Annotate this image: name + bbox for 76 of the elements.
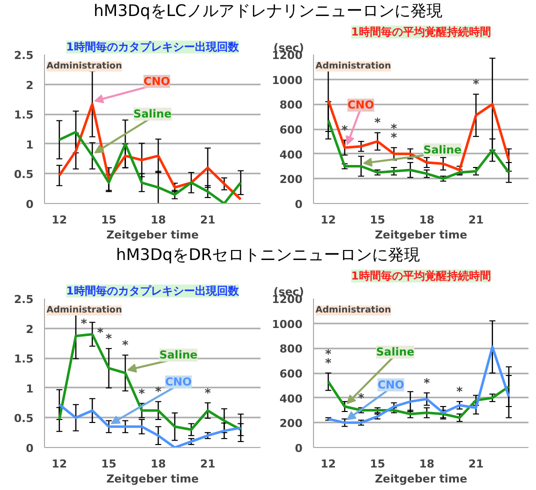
x-axis-title: Zeitgeber time xyxy=(106,472,199,486)
annotation: * xyxy=(325,356,332,370)
annotation: * xyxy=(358,390,365,405)
x-tick-label: 12 xyxy=(52,458,67,470)
x-tick-label: 21 xyxy=(468,458,484,470)
y-tick-label: 600 xyxy=(280,368,303,380)
x-tick-label: 18 xyxy=(419,214,434,226)
text: CNO xyxy=(165,375,192,388)
y-tick-label: 400 xyxy=(280,148,303,162)
x-tick-label: 21 xyxy=(200,214,216,226)
text: Saline xyxy=(376,346,414,359)
x-tick-label: 15 xyxy=(370,458,386,470)
annotation: * xyxy=(97,325,104,340)
text: Saline xyxy=(133,108,172,121)
y-tick-label: 0 xyxy=(26,442,34,455)
series-label: CNO xyxy=(347,98,374,112)
chart-subtitle: 1時間毎のカタプレキシー出現回数 xyxy=(66,284,240,298)
y-tick-label: 1 xyxy=(26,382,34,396)
y-tick-label: 200 xyxy=(280,417,303,430)
text: CNO xyxy=(144,74,170,88)
y-tick-label: 1 xyxy=(26,138,34,152)
annotation: Administration xyxy=(316,306,392,316)
text: Saline xyxy=(159,348,198,362)
y-tick-label: 2 xyxy=(26,78,34,92)
x-tick-label: 21 xyxy=(200,458,216,470)
y-tick-label: 1.5 xyxy=(14,352,34,366)
x-tick-label: 21 xyxy=(468,214,484,226)
y-tick-label: 2.5 xyxy=(14,293,34,306)
x-tick-label: 18 xyxy=(419,458,434,470)
y-tick-label: 0 xyxy=(26,198,34,211)
x-tick-label: 18 xyxy=(150,214,166,226)
annotation: * xyxy=(204,386,212,400)
chart-subtitle: 1時間毎の平均覚醒持続時間 xyxy=(351,26,491,38)
chart-title: hM3DqをLCノルアドレナリンニューロンに発現 xyxy=(94,0,442,22)
x-tick-label: 15 xyxy=(101,458,116,470)
x-tick-label: 15 xyxy=(101,214,116,226)
chart-subtitle: 1時間毎のカタプレキシー出現回数 xyxy=(66,40,240,54)
annotation: * xyxy=(155,384,162,399)
y-tick-label: 0 xyxy=(294,198,303,211)
annotation: Administration xyxy=(316,62,392,72)
y-tick-label: 0.5 xyxy=(14,412,34,426)
y-tick-label: 800 xyxy=(280,342,303,356)
annotation: * xyxy=(80,316,88,330)
annotation: * xyxy=(138,386,146,400)
x-tick-label: 18 xyxy=(150,458,166,470)
x-axis-title: Zeitgeber time xyxy=(374,228,468,242)
y-tick-label: 1000 xyxy=(272,74,303,87)
series-label: Saline xyxy=(423,143,462,156)
annotation: Administration xyxy=(46,62,122,72)
chart-subtitle: 1時間毎の平均覚醒持続時間 xyxy=(351,270,491,282)
x-tick-label: 15 xyxy=(370,214,386,226)
x-axis-title: Zeitgeber time xyxy=(374,472,468,486)
x-tick-label: 12 xyxy=(320,458,336,470)
x-axis-title: Zeitgeber time xyxy=(106,228,199,242)
y-tick-label: 1000 xyxy=(272,318,303,331)
annotation: * xyxy=(106,332,113,346)
x-tick-label: 12 xyxy=(320,214,336,226)
annotation: * xyxy=(472,77,480,92)
y-tick-label: 0 xyxy=(294,442,303,455)
y-tick-label: 2 xyxy=(26,322,34,336)
y-tick-label: 800 xyxy=(280,98,303,112)
series-label: CNO xyxy=(378,378,404,392)
annotation: * xyxy=(342,123,349,138)
y-tick-label: 1.5 xyxy=(14,108,34,122)
y-tick-label: 0.5 xyxy=(14,168,34,182)
y-tick-label: 400 xyxy=(280,392,303,406)
y-tick-label: 600 xyxy=(280,124,303,136)
chart-title: hM3DqをDRセロトニンニューロンに発現 xyxy=(116,244,420,266)
annotation: * xyxy=(374,116,382,130)
y-tick-label: 2.5 xyxy=(14,49,34,62)
annotation: * xyxy=(424,376,431,390)
annotation: * xyxy=(122,338,130,352)
annotation: * xyxy=(456,384,464,399)
y-tick-label: 200 xyxy=(280,173,303,186)
x-tick-label: 12 xyxy=(52,214,67,226)
annotation: Administration xyxy=(46,306,122,316)
